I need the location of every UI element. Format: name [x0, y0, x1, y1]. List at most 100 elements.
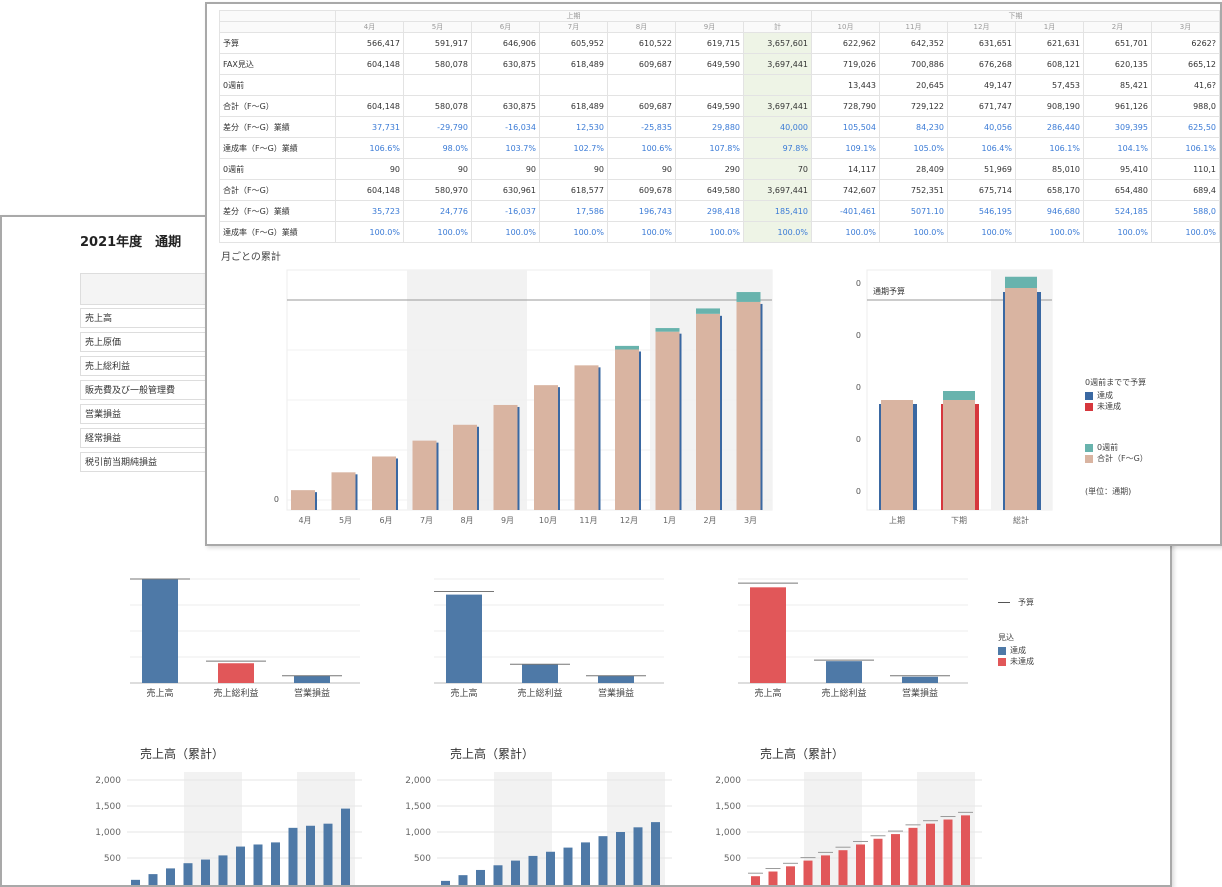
x-tick-label: 5月: [339, 516, 352, 525]
achieved-swatch: [1085, 391, 1093, 400]
cumulative-bar: [148, 874, 158, 885]
y-tick-label: 1,000: [405, 828, 431, 838]
cumulative-bar: [201, 859, 210, 885]
unachieved-swatch: [998, 657, 1006, 666]
table-cell: 100.0%: [403, 221, 472, 243]
category-label: 売上高: [754, 687, 781, 699]
category-label: 営業損益: [598, 687, 634, 699]
table-row: 差分（F～G）業績 37,731 -29,790 -16,034 12,530 -25,8…: [219, 116, 1220, 138]
monthly-chart-title: 月ごとの累計: [221, 252, 281, 263]
cumulative-bar: [253, 844, 263, 885]
x-tick-label: 4月: [298, 516, 311, 525]
total-bar: [943, 400, 975, 510]
cumulative-bar: [598, 836, 608, 885]
y-tick-label: 1,000: [95, 828, 121, 838]
mini-chart-2: 売上高 売上総利益 営業損益: [434, 578, 664, 699]
table-cell: 3,697,441: [743, 95, 812, 117]
y-tick-label: 1,500: [715, 802, 741, 812]
front-legend-item-week0: 0週前: [1085, 442, 1205, 453]
monthly-cumulative-chart: 0 4月 5月 6月 7月 8月 9月 10月 11月 12月 1月 2月 3月 通期予算 0 0 0 0 0 上期 下…: [274, 269, 1053, 525]
total-swatch: [1085, 454, 1093, 463]
table-row: 予算 566,417 591,917 646,906 605,952 610,522 619…: [219, 32, 1220, 54]
cumulative-bar: [581, 842, 590, 885]
row-label: 達成率（F～G）業績: [219, 137, 336, 159]
y-tick-label: 0: [856, 487, 861, 496]
category-label: 売上高: [146, 687, 173, 699]
mini-chart-3: 売上高 売上総利益 営業損益: [738, 578, 968, 699]
table-cell: 100.0%: [1151, 221, 1220, 243]
table-cell: 100.0%: [947, 221, 1016, 243]
x-tick-label: 7月: [420, 516, 433, 525]
shaded-band: [804, 772, 862, 885]
category-label: 売上総利益: [517, 687, 562, 699]
front-legend-item-total: 合計（F～G）: [1085, 453, 1205, 464]
row-label: 販売費及び一般管理費: [80, 380, 220, 400]
y-zero-label: 0: [274, 495, 279, 504]
cumulative-bar: [891, 834, 900, 885]
achieved-swatch: [998, 646, 1006, 655]
cumulative-bar: [441, 880, 450, 885]
cumulative-bar: [323, 823, 333, 885]
y-tick-label: 1,500: [405, 802, 431, 812]
table-cell: 3,697,441: [743, 53, 812, 75]
summary-bar: [598, 675, 634, 683]
x-tick-label: 11月: [579, 516, 597, 525]
table-cell: 100.0%: [743, 221, 812, 243]
cumulative-bar: [751, 876, 760, 885]
front-legend-total-label: 合計（F～G）: [1097, 454, 1148, 463]
cumulative-bar: [306, 825, 315, 885]
month-header-row: 4月 5月 6月 7月 8月 9月計 10月 11月 12月 1月 2月 3月: [219, 21, 1220, 33]
y-tick-label: 0: [856, 435, 861, 444]
cumulative-bar: [341, 808, 350, 885]
table-row: 0週前 90 90 90 90 90 290 70 14,117 28,409 51,969 85,0…: [219, 158, 1220, 180]
week0-bar: [943, 391, 975, 400]
x-tick-label: 上期: [889, 516, 905, 525]
table-cell: 100.0%: [1015, 221, 1084, 243]
table-row: 達成率（F～G）業績 100.0% 100.0% 100.0% 100.0% 100.0%…: [219, 221, 1220, 243]
shaded-band: [494, 772, 552, 885]
row-label-header: [80, 273, 222, 305]
table-cell: [743, 74, 812, 96]
y-tick-label: 0: [856, 279, 861, 288]
total-bar: [696, 313, 720, 510]
cumulative-bar: [288, 827, 298, 885]
cumulative-bar: [908, 827, 918, 885]
total-bar: [534, 385, 558, 510]
table-cell: 185,410: [743, 200, 812, 222]
category-label: 売上高: [450, 687, 477, 699]
summary-bar: [218, 663, 254, 683]
summary-bar: [142, 579, 178, 683]
cumulative-bar: [926, 823, 935, 885]
front-legend-unachieved-label: 未達成: [1097, 402, 1121, 411]
legend-header: 見込: [998, 633, 1014, 642]
summary-bar: [294, 675, 330, 683]
summary-bar: [902, 676, 938, 683]
front-legend-item-unachieved: 未達成: [1085, 401, 1205, 412]
summary-bar: [750, 587, 786, 683]
cumulative-bar: [236, 846, 245, 885]
total-bar: [1005, 288, 1037, 510]
front-legend-unit: (単位：通期): [1085, 487, 1132, 496]
front-legend: 0週前までで予算 達成 未達成 0週前 合計（F～G） (単位：通期): [1085, 377, 1205, 497]
row-label: 達成率（F～G）業績: [219, 221, 336, 243]
group-header-row: 上期 下期: [219, 10, 1220, 22]
total-bar: [372, 456, 396, 510]
cumulative-bar: [873, 838, 883, 885]
legend-unachieved-label: 未達成: [1010, 657, 1034, 666]
cumulative-chart-1: 売上高（累計） 2,000 1,500 1,000 500: [95, 746, 362, 885]
cumulative-bar: [218, 855, 228, 885]
cumulative-bar: [131, 879, 140, 885]
summary-charts: 売上高 売上総利益 営業損益 売上高 売上総利益 営業損益 売上高 売上総利益 営業損益売上高（…: [95, 578, 982, 885]
x-tick-label: 10月: [539, 516, 557, 525]
cumulative-bar: [493, 865, 503, 885]
cumulative-chart-title: 売上高（累計）: [140, 746, 224, 761]
front-legend-header: 0週前までで予算: [1085, 378, 1147, 387]
summary-bar: [446, 594, 482, 683]
page-title: 2021年度 通期: [80, 235, 182, 250]
total-bar: [736, 301, 761, 510]
total-bar: [615, 349, 639, 510]
table-cell: 100.0%: [1083, 221, 1152, 243]
total-bar: [291, 490, 315, 510]
cumulative-bar: [563, 847, 573, 885]
y-tick-label: 500: [724, 854, 741, 864]
